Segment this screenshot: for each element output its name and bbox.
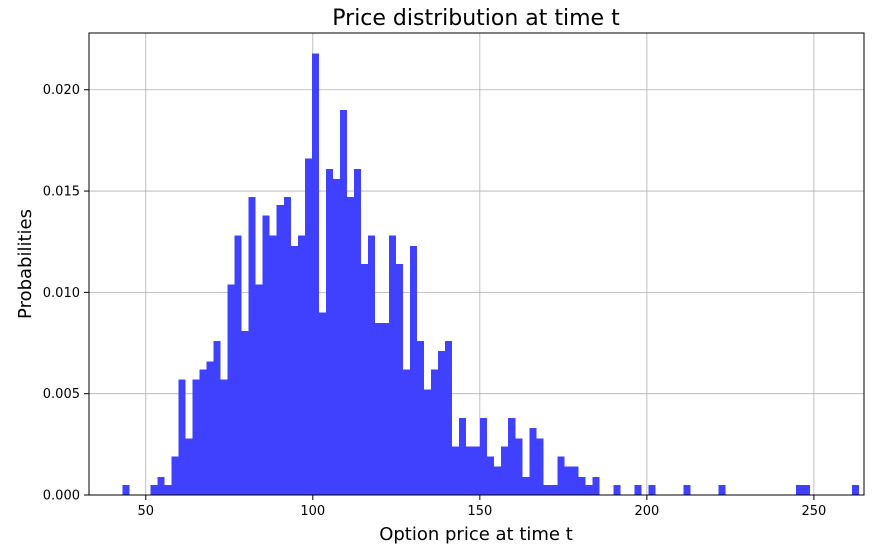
y-tick-label: 0.010	[43, 286, 80, 301]
y-ticks: 0.000 0.005 0.010 0.015 0.020	[43, 83, 89, 504]
histogram-bar	[543, 484, 551, 495]
y-tick-label: 0.000	[43, 489, 80, 504]
histogram-bar	[802, 484, 810, 495]
histogram-bar	[374, 322, 382, 495]
y-tick-label: 0.005	[43, 387, 80, 402]
x-tick-label: 200	[634, 504, 659, 519]
histogram-bar	[550, 484, 558, 495]
histogram-bar	[438, 351, 446, 495]
x-tick-label: 50	[138, 504, 155, 519]
histogram-bar	[192, 379, 200, 495]
histogram-bar	[185, 438, 193, 495]
histogram-bar	[367, 235, 375, 495]
histogram-bar	[255, 284, 263, 495]
histogram-bar	[578, 476, 586, 495]
histogram-bar	[276, 205, 284, 495]
histogram-bar	[557, 456, 565, 495]
histogram-bar	[241, 330, 249, 495]
histogram-bar	[297, 235, 305, 495]
x-tick-label: 250	[801, 504, 826, 519]
histogram-bar	[213, 341, 221, 495]
histogram-bar	[417, 341, 425, 495]
histogram-bar	[262, 215, 270, 496]
histogram-bar	[346, 197, 354, 495]
histogram-bar	[234, 235, 242, 495]
histogram-bar	[571, 466, 579, 495]
histogram-bar	[424, 389, 432, 495]
histogram-bar	[473, 446, 481, 495]
histogram-bar	[395, 264, 404, 495]
histogram-bar	[494, 466, 502, 495]
histogram-bar	[480, 418, 488, 495]
histogram-bar	[290, 245, 298, 495]
x-tick-label: 100	[300, 504, 325, 519]
histogram-bar	[403, 369, 411, 495]
histogram-bar	[683, 484, 691, 495]
histogram-bar	[360, 264, 368, 495]
histogram-bar	[536, 438, 544, 495]
histogram-bar	[508, 418, 516, 495]
histogram-bar	[157, 476, 165, 495]
histogram-bar	[648, 484, 656, 495]
histogram-bar	[466, 446, 474, 495]
histogram-bar	[339, 110, 347, 495]
histogram-bar	[283, 197, 291, 495]
histogram-bar	[410, 245, 418, 495]
histogram-bar	[634, 484, 642, 495]
histogram-bar	[164, 484, 172, 495]
x-tick-label: 150	[467, 504, 492, 519]
histogram-bar	[122, 484, 130, 495]
histogram-bar	[522, 476, 530, 495]
histogram-bar	[795, 484, 803, 495]
histogram-bar	[718, 484, 726, 495]
y-tick-label: 0.020	[43, 83, 80, 98]
histogram-bar	[318, 312, 326, 495]
histogram-bar	[592, 476, 600, 495]
plot-frame	[88, 32, 865, 496]
histogram-bar	[613, 484, 621, 495]
histogram-bar	[269, 235, 277, 495]
histogram-bar	[851, 484, 859, 495]
chart-title: Price distribution at time t	[332, 6, 620, 31]
histogram-bar	[515, 438, 523, 495]
histogram-bar	[353, 168, 361, 495]
bars-group	[122, 53, 859, 496]
histogram-bar	[178, 379, 186, 495]
histogram-bar	[332, 178, 340, 496]
histogram-bar	[171, 456, 179, 495]
histogram-bar	[220, 379, 228, 495]
histogram-bar	[325, 168, 333, 495]
histogram-bar	[206, 361, 214, 495]
histogram-bar	[381, 322, 389, 495]
histogram-bar	[487, 456, 495, 495]
histogram-bar	[445, 341, 453, 495]
histogram-bar	[248, 197, 256, 495]
histogram-bar	[431, 369, 439, 495]
y-tick-label: 0.015	[43, 185, 80, 200]
x-ticks: 50 100 150 200 250	[138, 495, 826, 519]
histogram-bar	[564, 466, 572, 495]
histogram-bar	[585, 484, 593, 495]
histogram-bar	[459, 418, 467, 495]
histogram-bar	[150, 484, 158, 495]
histogram-bar	[227, 284, 235, 495]
y-axis-label: Probabilities	[15, 209, 36, 319]
histogram-bar	[501, 446, 509, 495]
x-axis-label: Option price at time t	[379, 524, 573, 545]
histogram-bar	[199, 369, 207, 495]
histogram-bar	[304, 158, 312, 495]
histogram-bar	[311, 53, 319, 496]
histogram-bar	[529, 428, 537, 495]
histogram-bar	[388, 235, 396, 495]
histogram-bar	[452, 446, 460, 495]
